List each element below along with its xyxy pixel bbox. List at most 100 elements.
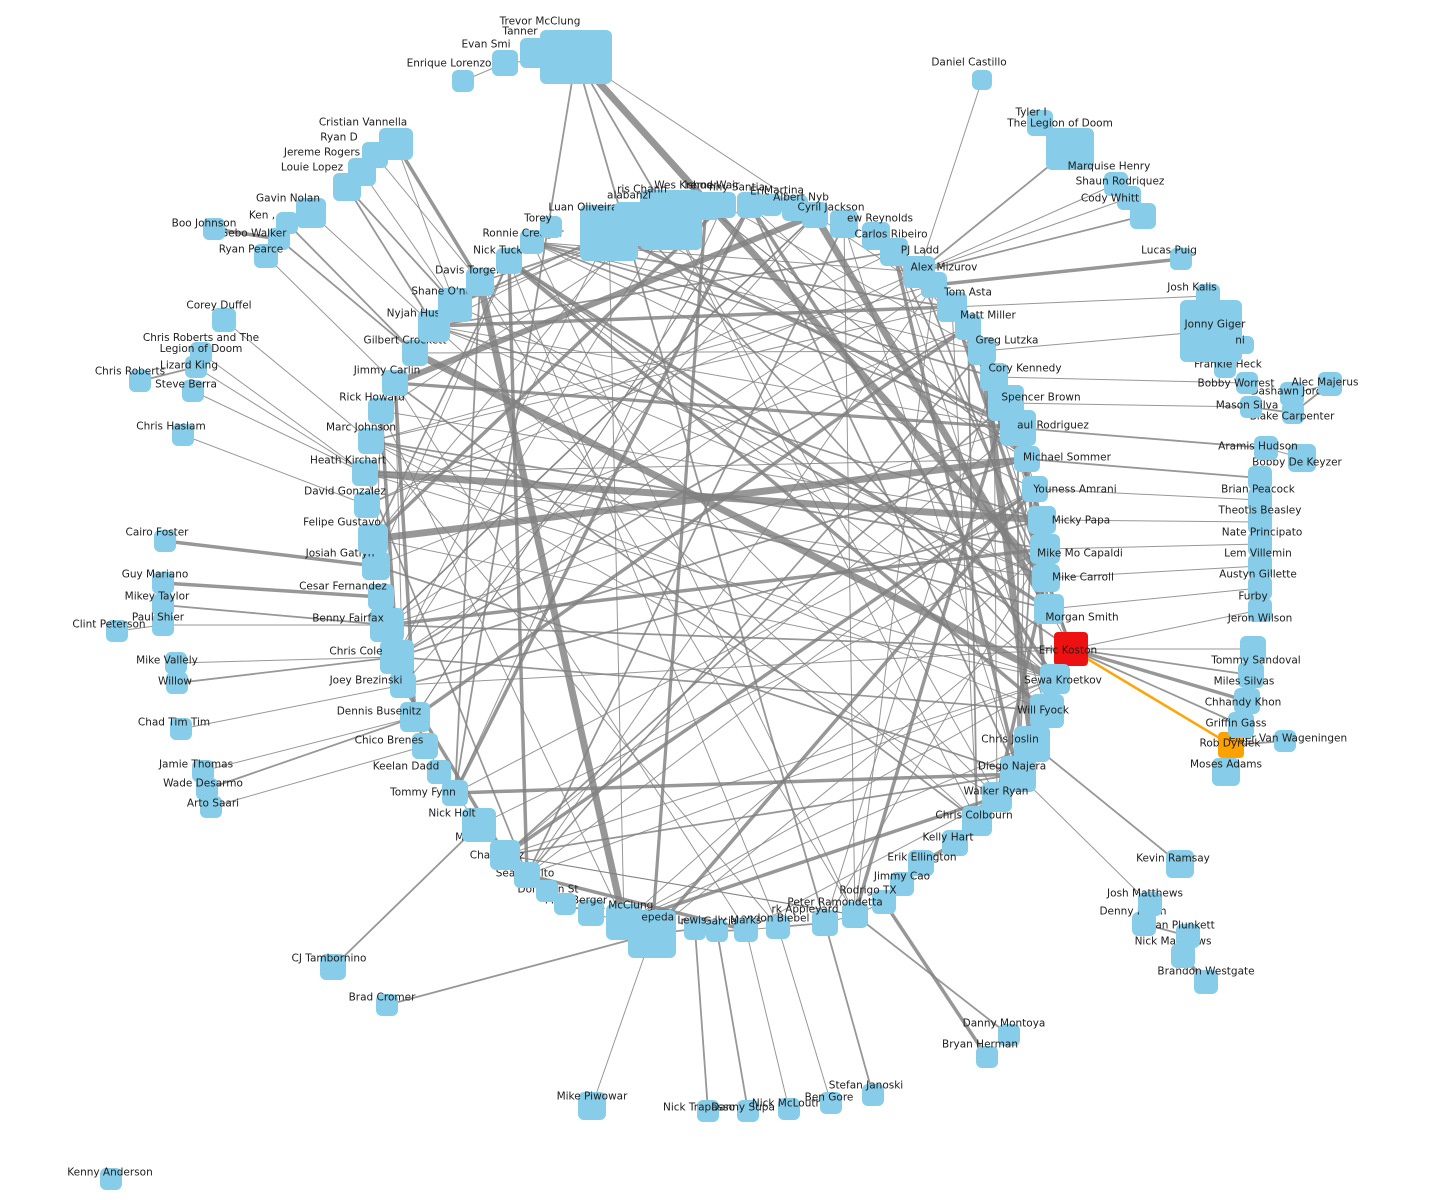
- graph-node-matt-berger[interactable]: [578, 900, 604, 926]
- graph-node-nick-tucker[interactable]: [496, 248, 522, 274]
- graph-node-gilbert-crockett[interactable]: [402, 340, 428, 366]
- graph-node-lem-villemin[interactable]: [1248, 532, 1272, 556]
- graph-node-will-fyock[interactable]: [1030, 694, 1064, 728]
- graph-node-chris-cole[interactable]: [380, 640, 414, 674]
- graph-node-aramis-hudson[interactable]: [1254, 436, 1278, 460]
- graph-node-erik-ellington[interactable]: [908, 850, 934, 876]
- graph-node-boo-johnson[interactable]: [203, 218, 225, 240]
- graph-node-dennis-busenitz[interactable]: [400, 702, 430, 732]
- graph-node-clint-peterson[interactable]: [106, 620, 128, 642]
- graph-node-tommy-fynn[interactable]: [442, 780, 468, 806]
- graph-node-peter-ramondetta[interactable]: [842, 902, 868, 928]
- graph-node-bobby-worrest[interactable]: [1236, 372, 1258, 394]
- graph-node-chico-brenes[interactable]: [412, 733, 438, 759]
- graph-node-benny-fairfax[interactable]: [370, 608, 404, 642]
- graph-node-evan-smith[interactable]: [492, 50, 518, 76]
- graph-node-mikey-taylor[interactable]: [152, 594, 174, 616]
- graph-node-mike-piwowar[interactable]: [578, 1092, 606, 1120]
- graph-node-legion-of-doom[interactable]: [1046, 128, 1094, 170]
- graph-node-brandon-biebel[interactable]: [766, 915, 790, 939]
- graph-node-ni[interactable]: [1236, 336, 1254, 354]
- graph-node-arto-saari[interactable]: [200, 796, 222, 818]
- graph-node-kelly-hart[interactable]: [942, 830, 968, 856]
- graph-node-davis-torgerson[interactable]: [466, 268, 494, 296]
- graph-node-keelan-dadd[interactable]: [427, 760, 451, 784]
- graph-node-torey-p[interactable]: [540, 216, 562, 238]
- graph-node-bryan-herman[interactable]: [976, 1046, 998, 1068]
- graph-node-josiah-gatlyn[interactable]: [362, 552, 390, 580]
- graph-node-jonny-giger[interactable]: [1180, 300, 1242, 362]
- graph-node-mike-mo-capaldi[interactable]: [1030, 534, 1060, 564]
- graph-node-felipe-gustavo[interactable]: [358, 524, 388, 554]
- graph-node-louie-lopez[interactable]: [333, 173, 361, 201]
- graph-node-blake-carpenter[interactable]: [1282, 402, 1304, 424]
- graph-node-danny-supa[interactable]: [737, 1100, 759, 1122]
- graph-node-miles-silvas[interactable]: [1238, 662, 1264, 688]
- graph-node-sean-malto[interactable]: [536, 880, 558, 902]
- graph-node-micky-papa[interactable]: [1028, 506, 1056, 534]
- graph-node-chris-colbourn[interactable]: [962, 806, 992, 836]
- graph-node-kevin-ramsay[interactable]: [1166, 850, 1194, 878]
- graph-node-brian-peacock[interactable]: [1248, 466, 1272, 490]
- graph-node-youness-amrani[interactable]: [1022, 476, 1048, 502]
- graph-node-alec-majerus[interactable]: [1318, 372, 1342, 396]
- graph-node-dan-plunkett[interactable]: [1176, 924, 1200, 948]
- graph-node-geiger-van-wageningen[interactable]: [1274, 730, 1296, 752]
- graph-node-steve-berra[interactable]: [182, 380, 204, 402]
- graph-node-furby[interactable]: [1248, 576, 1272, 600]
- graph-node-theotis-beasley[interactable]: [1248, 488, 1272, 512]
- graph-node-daniel-castillo[interactable]: [972, 70, 992, 90]
- graph-node-albert-nyberg[interactable]: [802, 202, 828, 228]
- graph-node-danny-montoya[interactable]: [998, 1024, 1020, 1046]
- graph-node-eric-koston[interactable]: [1054, 632, 1088, 666]
- graph-node-ben-gore[interactable]: [820, 1092, 842, 1114]
- graph-node-nate-principato[interactable]: [1248, 510, 1272, 534]
- graph-node-stefan-janoski[interactable]: [862, 1084, 884, 1106]
- graph-node-cj-tambornino[interactable]: [320, 954, 346, 980]
- graph-node-griffin-gass[interactable]: [1228, 712, 1254, 738]
- graph-node-moose[interactable]: [490, 840, 520, 870]
- graph-node-guy-mariano[interactable]: [152, 572, 174, 594]
- graph-node-moses-adams[interactable]: [1212, 758, 1240, 786]
- graph-node-trent-mcclung[interactable]: [606, 904, 642, 940]
- graph-node-marc-johnson[interactable]: [358, 428, 384, 454]
- graph-node-gavin-nolan[interactable]: [296, 198, 326, 228]
- graph-node-michael-sommer[interactable]: [1014, 446, 1040, 472]
- graph-node-heath-kirchart[interactable]: [352, 460, 378, 486]
- graph-node-manny-santiago[interactable]: [737, 192, 763, 218]
- graph-node-jimmy-carlin[interactable]: [382, 370, 408, 396]
- graph-node-rick-howard[interactable]: [368, 398, 394, 424]
- graph-node-willow[interactable]: [166, 672, 188, 694]
- graph-node-austyn-gillette[interactable]: [1248, 554, 1272, 578]
- graph-node-cairo-foster[interactable]: [154, 530, 176, 552]
- graph-node-donovan-st[interactable]: [554, 893, 576, 915]
- graph-node-chris-haslam[interactable]: [172, 424, 194, 446]
- graph-node-matt-miller[interactable]: [955, 314, 981, 340]
- graph-node-bobby-de-keyzer[interactable]: [1288, 444, 1316, 472]
- graph-node-brad-cromer[interactable]: [376, 994, 398, 1016]
- graph-node-mason-silva[interactable]: [1240, 396, 1262, 418]
- graph-node-tommy-sandoval[interactable]: [1240, 636, 1266, 662]
- graph-node-josh-kalis[interactable]: [1196, 284, 1220, 308]
- graph-node-josh-matthews[interactable]: [1138, 892, 1162, 916]
- graph-node-ishod-wair[interactable]: [710, 192, 736, 218]
- graph-node-corey-duffel[interactable]: [212, 308, 236, 332]
- graph-node-cyril-jackson[interactable]: [830, 210, 858, 238]
- graph-node-chad-tim-tim[interactable]: [170, 718, 192, 740]
- graph-node-greg-lutzka[interactable]: [968, 337, 996, 365]
- graph-node-billy-marks[interactable]: [734, 918, 758, 942]
- graph-node-jeron-wilson[interactable]: [1248, 598, 1272, 622]
- graph-node-chris-roberts[interactable]: [129, 370, 151, 392]
- graph-node-enrique-lorenzo[interactable]: [452, 70, 474, 92]
- graph-node-morgan-smith[interactable]: [1034, 594, 1064, 624]
- graph-node-brandon-westgate[interactable]: [1194, 970, 1218, 994]
- graph-node-paul-rodriguez[interactable]: [1000, 410, 1036, 446]
- graph-node-lizard-king[interactable]: [185, 356, 207, 378]
- graph-node-nick-trapasso[interactable]: [697, 1100, 719, 1122]
- graph-node-mike-vallely[interactable]: [165, 652, 187, 674]
- graph-node-tanner[interactable]: [520, 38, 554, 68]
- graph-node-wade-desarmo[interactable]: [196, 778, 218, 800]
- graph-node-ryan-pearce[interactable]: [254, 244, 278, 268]
- graph-node-kenny-anderson[interactable]: [100, 1168, 122, 1190]
